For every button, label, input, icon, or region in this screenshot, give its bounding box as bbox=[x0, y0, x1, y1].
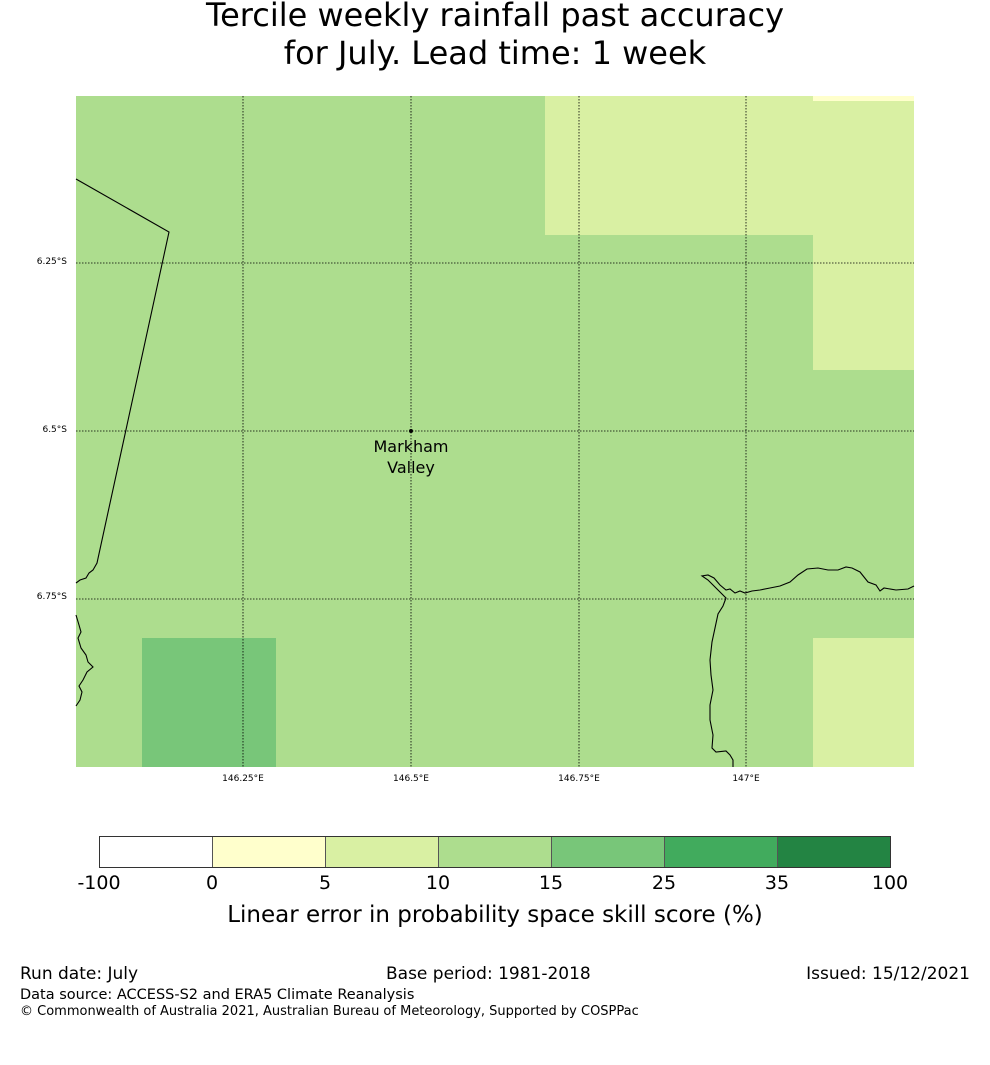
skill-map bbox=[75, 96, 915, 767]
place-name-line-1: Markham bbox=[373, 437, 449, 456]
map-cell-bottom-left bbox=[142, 638, 276, 767]
map-cell-top-right bbox=[545, 96, 813, 235]
west-coastline bbox=[75, 614, 94, 707]
data-source: Data source: ACCESS-S2 and ERA5 Climate … bbox=[20, 987, 415, 1003]
colorbar-tick: 100 bbox=[871, 872, 909, 894]
colorbar-segment bbox=[100, 837, 213, 867]
issued-date: Issued: 15/12/2021 bbox=[806, 964, 970, 984]
lat-label-6-75: 6.75°S bbox=[36, 592, 67, 602]
title-line-2: for July. Lead time: 1 week bbox=[283, 34, 707, 72]
base-period: Base period: 1981-2018 bbox=[386, 964, 591, 984]
colorbar-tick: 35 bbox=[764, 872, 790, 894]
run-date: Run date: July bbox=[20, 964, 139, 984]
map-cell-right-top-strip bbox=[813, 96, 914, 101]
colorbar-segment bbox=[439, 837, 552, 867]
copyright: © Commonwealth of Australia 2021, Austra… bbox=[20, 1004, 639, 1019]
colorbar-segment bbox=[326, 837, 439, 867]
colorbar-segment bbox=[213, 837, 326, 867]
lon-label-147: 147°E bbox=[732, 774, 760, 784]
river-coastline bbox=[700, 566, 915, 767]
lat-label-6-5: 6.5°S bbox=[42, 425, 67, 435]
colorbar-tick: 10 bbox=[425, 872, 451, 894]
title-line-1: Tercile weekly rainfall past accuracy bbox=[205, 0, 784, 34]
map-cell-bottom-right bbox=[813, 638, 914, 767]
colorbar-tick: 0 bbox=[205, 872, 219, 894]
place-name-line-2: Valley bbox=[387, 458, 435, 477]
colorbar-tick: 15 bbox=[538, 872, 564, 894]
colorbar-tick: 5 bbox=[318, 872, 332, 894]
district-boundary bbox=[75, 178, 170, 584]
colorbar-segment bbox=[552, 837, 665, 867]
lat-label-6-25: 6.25°S bbox=[36, 257, 67, 267]
boundaries bbox=[75, 178, 915, 767]
lon-label-146-25: 146.25°E bbox=[222, 774, 264, 784]
place-marker bbox=[409, 429, 413, 433]
lon-label-146-75: 146.75°E bbox=[558, 774, 600, 784]
lon-label-146-5: 146.5°E bbox=[393, 774, 429, 784]
place-label: Markham Valley bbox=[351, 436, 471, 478]
colorbar-segment bbox=[778, 837, 890, 867]
colorbar bbox=[99, 836, 891, 868]
colorbar-tick: 25 bbox=[651, 872, 677, 894]
graticule bbox=[76, 96, 914, 767]
colorbar-tick: -100 bbox=[77, 872, 121, 894]
colorbar-label: Linear error in probability space skill … bbox=[227, 902, 763, 928]
map-cell-right-upper bbox=[813, 96, 914, 370]
colorbar-segment bbox=[665, 837, 778, 867]
